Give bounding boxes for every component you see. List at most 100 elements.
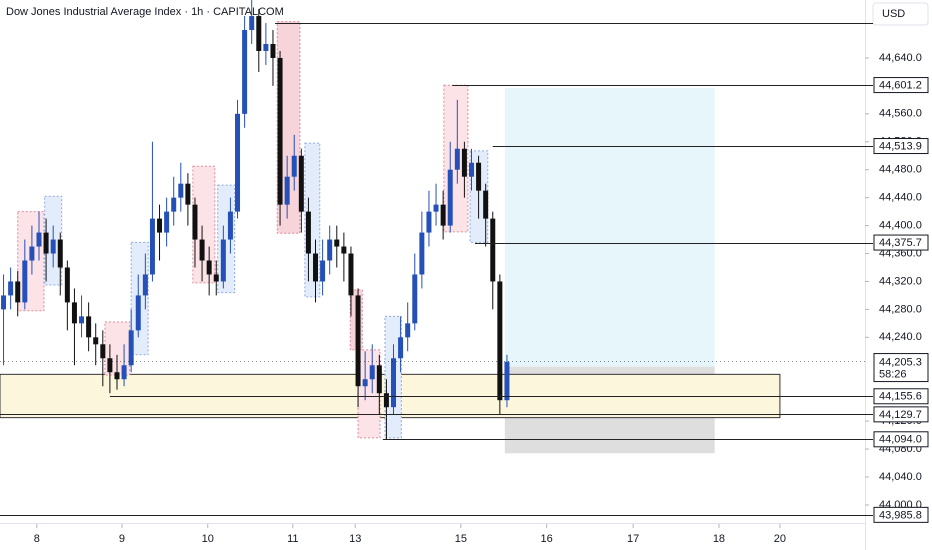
candle-body [504,361,510,401]
candle-body [263,43,269,51]
level-label: 44,155.6 [879,391,922,403]
candle-body [376,365,382,394]
x-tick-label: 13 [349,533,361,545]
candle-body [369,365,375,380]
candle-body [277,57,283,205]
x-tick-label: 20 [774,533,786,545]
candle-body [107,358,113,373]
x-tick-label: 16 [541,533,553,545]
candle-body [142,274,148,296]
candle-body [71,302,77,324]
candle-body [235,113,241,212]
currency[interactable]: USD [882,8,905,20]
candle-body [50,239,56,254]
candle-body [242,30,248,114]
candle-body [157,218,163,233]
candle-body [327,239,333,261]
x-tick-label: 18 [713,533,725,545]
candle-body [320,260,326,282]
candle-body [192,204,198,240]
candle-body [412,274,418,324]
y-tick-label: 44,440.0 [879,192,922,204]
level-label-box [873,506,929,523]
x-tick-label: 17 [627,533,639,545]
candle-body [454,148,460,170]
candle-body [178,183,184,198]
x-tick-label: 9 [119,533,125,545]
level-label: 44,513.9 [879,140,922,152]
x-tick-label: 15 [455,533,467,545]
candle-body [100,344,106,359]
candle-body [447,169,453,226]
y-tick-label: 44,480.0 [879,164,922,176]
level-label-box [873,406,929,423]
candle-body [298,155,304,212]
level-label: 44,601.2 [879,79,922,91]
candle-body [164,211,170,233]
candle-body [8,281,14,296]
candle-body [497,281,503,401]
candle-body [86,316,92,338]
level-label: 44,375.7 [879,237,922,249]
candle-body [185,183,191,205]
level-label-box [873,431,929,448]
candle-body [476,162,482,191]
candle-body [57,239,63,268]
candle-body [305,211,311,254]
candle-body [249,16,255,31]
y-tick-label: 44,240.0 [879,331,922,343]
zone [357,349,381,439]
candle-body [334,239,340,247]
y-tick-label: 44,040.0 [879,471,922,483]
candle-body [22,260,28,303]
level-label-box [873,234,929,251]
candle-body [468,162,474,177]
candle-body [36,232,42,247]
candle-body [362,379,368,387]
candle-body [206,260,212,275]
candle-body [391,358,397,408]
candle-body [313,253,319,282]
y-tick-label: 44,360.0 [879,247,922,259]
plot-area [0,0,781,454]
y-tick-label: 44,400.0 [879,219,922,231]
candle-body [79,316,85,324]
level-label-box [873,138,929,155]
candle-body [93,337,99,345]
candle-body [270,43,276,58]
candle-body [284,176,290,205]
y-tick-label: 44,320.0 [879,275,922,287]
candle-body [440,204,446,226]
candle-body [43,232,49,254]
candle-body [199,239,205,261]
candle-body [355,295,361,387]
level-label-box [873,77,929,94]
currency-button[interactable] [872,2,929,26]
candle-body [419,232,425,275]
candle-body [291,155,297,177]
candle-body [121,365,127,380]
x-tick-label: 11 [287,533,298,545]
candle-body [1,295,7,310]
y-tick-label: 44,280.0 [879,303,922,315]
level-label-box [873,388,929,405]
level-label: 44,094.0 [879,434,922,446]
candle-body [128,330,134,366]
candle-body [15,281,21,303]
candle-body [383,393,389,408]
candle-body [341,246,347,254]
x-tick-label: 8 [34,533,40,545]
level-label: 44,129.7 [879,409,922,421]
chart-title: Dow Jones Industrial Average Index · 1h … [6,6,284,18]
y-tick-label: 44,560.0 [879,108,922,120]
zone [504,87,715,367]
x-tick-label: 10 [202,533,214,545]
candle-body [426,211,432,233]
candle-body [171,197,177,212]
candle-body [149,218,155,275]
candle-body [405,323,411,338]
candle-body [461,148,467,177]
candle-body [483,190,489,219]
candle-body [256,16,262,51]
countdown: 58:26 [879,368,907,380]
